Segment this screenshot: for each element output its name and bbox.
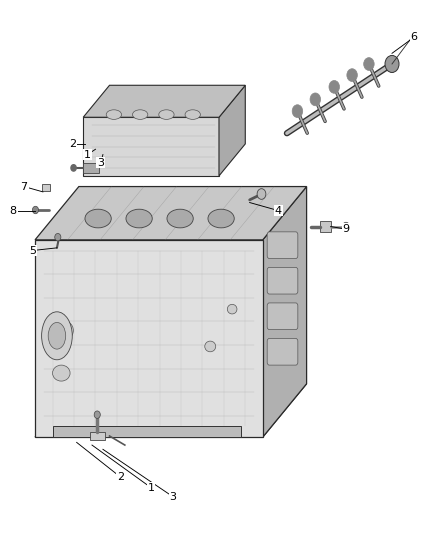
Ellipse shape: [159, 110, 174, 119]
Text: 4: 4: [275, 206, 282, 215]
Circle shape: [329, 80, 339, 93]
Polygon shape: [90, 432, 105, 440]
FancyBboxPatch shape: [267, 338, 298, 365]
Ellipse shape: [49, 320, 74, 341]
Text: 9: 9: [343, 224, 350, 234]
Circle shape: [55, 233, 61, 241]
Polygon shape: [83, 117, 219, 176]
Circle shape: [71, 165, 76, 171]
Polygon shape: [35, 240, 263, 437]
Polygon shape: [35, 384, 307, 437]
FancyBboxPatch shape: [267, 303, 298, 329]
Circle shape: [310, 93, 321, 106]
Polygon shape: [42, 184, 50, 191]
FancyBboxPatch shape: [267, 232, 298, 259]
Ellipse shape: [132, 110, 148, 119]
Circle shape: [257, 189, 266, 199]
Circle shape: [347, 69, 357, 82]
Ellipse shape: [106, 110, 122, 119]
Ellipse shape: [185, 110, 200, 119]
Circle shape: [94, 411, 100, 418]
Circle shape: [343, 222, 350, 231]
Circle shape: [32, 206, 39, 214]
Text: 7: 7: [21, 182, 28, 191]
Text: 1: 1: [84, 150, 91, 159]
Polygon shape: [263, 187, 307, 437]
Ellipse shape: [167, 209, 193, 228]
Text: 5: 5: [29, 246, 36, 255]
Text: 1: 1: [148, 483, 155, 492]
Text: 3: 3: [170, 492, 177, 502]
Ellipse shape: [208, 209, 234, 228]
Polygon shape: [83, 163, 99, 173]
Text: 2: 2: [117, 472, 124, 482]
Text: 8: 8: [10, 206, 17, 215]
Ellipse shape: [53, 365, 70, 381]
Ellipse shape: [85, 209, 111, 228]
Polygon shape: [320, 221, 331, 232]
Circle shape: [364, 58, 374, 70]
Polygon shape: [35, 187, 307, 240]
Circle shape: [292, 105, 303, 118]
Ellipse shape: [48, 322, 66, 349]
Circle shape: [385, 55, 399, 72]
Ellipse shape: [126, 209, 152, 228]
Text: 2: 2: [69, 139, 76, 149]
Text: 3: 3: [97, 158, 104, 167]
Ellipse shape: [205, 341, 215, 352]
Text: 6: 6: [410, 33, 417, 42]
FancyBboxPatch shape: [267, 268, 298, 294]
Ellipse shape: [42, 312, 72, 360]
Polygon shape: [219, 85, 245, 176]
Polygon shape: [83, 85, 245, 117]
Polygon shape: [53, 426, 241, 437]
Ellipse shape: [227, 304, 237, 314]
